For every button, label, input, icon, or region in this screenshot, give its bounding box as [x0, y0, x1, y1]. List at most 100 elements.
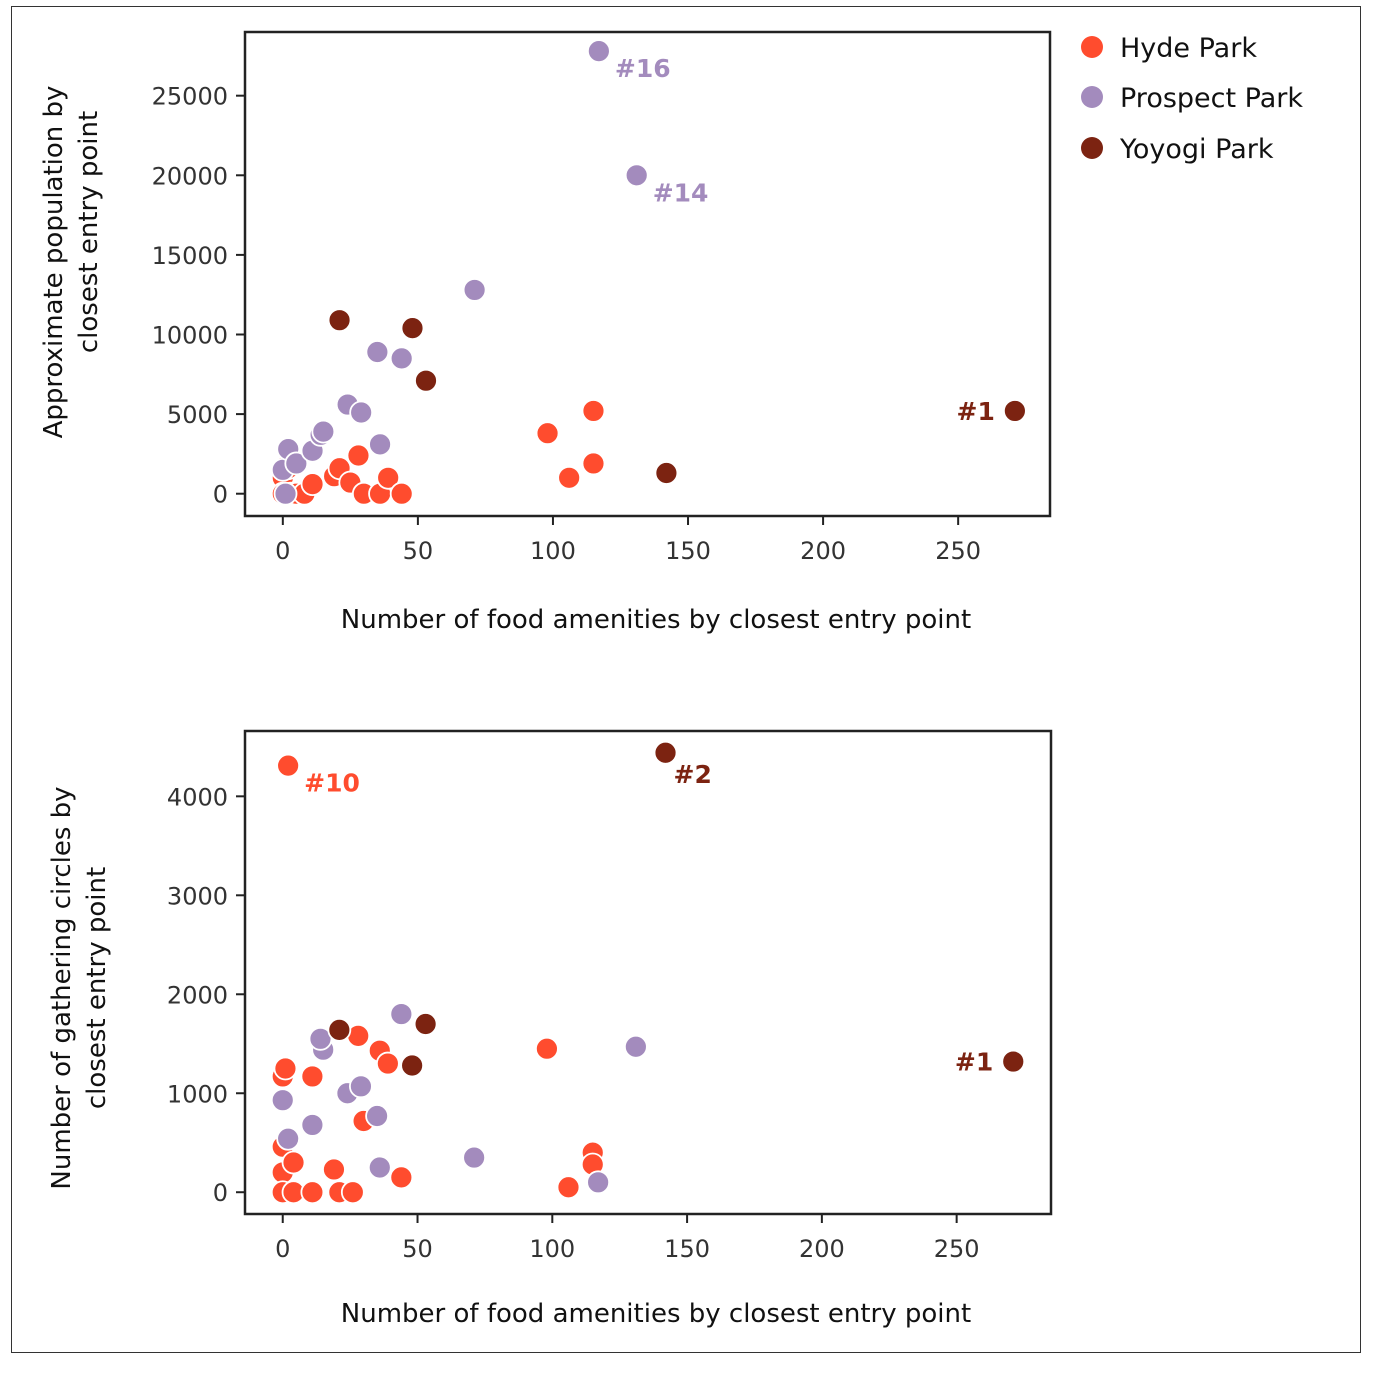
data-point [300, 1064, 325, 1089]
y-tick-label: 2000 [167, 981, 228, 1009]
data-point [581, 399, 606, 423]
data-point [349, 1074, 373, 1099]
data-point [284, 451, 309, 476]
point-annotation: #2 [674, 760, 712, 789]
annotations-gathering: #10 #2 #1 [304, 760, 993, 1077]
data-point [322, 1157, 346, 1182]
point-annotation: #14 [653, 178, 709, 207]
y-tick-label: 5000 [167, 401, 228, 429]
x-tick-label: 250 [935, 537, 981, 565]
tick-group-population: 0 50 100 150 200 250 0 5000 10000 15000 20000 25000 [152, 83, 981, 565]
x-axis-title-population: Number of food amenities by closest entr… [341, 605, 971, 635]
data-point [281, 1150, 306, 1175]
data-point [653, 740, 678, 765]
points-population [270, 39, 1027, 506]
y-tick-label: 25000 [152, 83, 228, 111]
data-point [462, 1145, 487, 1170]
y-tick-label: 0 [213, 481, 228, 509]
point-annotation: #10 [304, 769, 360, 798]
y-tick-label: 15000 [152, 242, 228, 270]
x-tick-label: 100 [529, 1235, 575, 1263]
data-point [624, 163, 649, 188]
data-point [273, 1056, 298, 1081]
x-tick-label: 200 [799, 1235, 845, 1263]
y-axis-title-population-line2: closest entry point [74, 111, 104, 353]
data-point [400, 1053, 425, 1078]
points-gathering [270, 740, 1026, 1205]
data-point [311, 419, 336, 444]
data-point [346, 443, 371, 468]
data-point [557, 465, 582, 490]
data-point [340, 1180, 365, 1205]
data-point [349, 400, 374, 425]
legend-label-yoyogi-park: Yoyogi Park [1119, 134, 1274, 165]
legend-label-prospect-park: Prospect Park [1120, 83, 1303, 114]
data-point [400, 316, 425, 341]
x-tick-label: 50 [403, 537, 434, 565]
y-axis-title-gathering-line2: closest entry point [82, 867, 112, 1109]
x-tick-label: 100 [530, 537, 576, 565]
legend-marker-hyde-park [1081, 36, 1103, 58]
data-point [300, 472, 325, 497]
y-tick-label: 0 [213, 1179, 228, 1207]
x-tick-label: 150 [664, 1235, 710, 1263]
data-point [327, 308, 352, 333]
point-annotation: #1 [955, 1048, 993, 1077]
data-point [581, 451, 606, 476]
plot-area-population [243, 30, 1052, 518]
data-point [273, 481, 298, 506]
data-point [623, 1034, 648, 1059]
data-point [535, 421, 560, 446]
legend-label-hyde-park: Hyde Park [1120, 33, 1257, 64]
annotations-population: #16 #14 #1 [615, 54, 995, 426]
figure-frame [11, 6, 1361, 1353]
x-tick-label: 150 [665, 537, 711, 565]
data-point [367, 1155, 392, 1180]
x-axis-title-gathering: Number of food amenities by closest entr… [341, 1299, 971, 1329]
y-tick-label: 4000 [167, 783, 228, 811]
legend-item-hyde-park: Hyde Park [1081, 33, 1257, 64]
y-tick-label: 1000 [167, 1080, 228, 1108]
data-point [556, 1175, 581, 1200]
legend-marker-prospect-park [1081, 86, 1103, 108]
x-tick-label: 0 [275, 1235, 290, 1263]
data-point [365, 340, 390, 364]
y-tick-label: 10000 [152, 322, 228, 350]
data-point [586, 1170, 611, 1195]
legend-item-yoyogi-park: Yoyogi Park [1081, 134, 1274, 165]
data-point [375, 1051, 400, 1076]
legend: Hyde Park Prospect Park Yoyogi Park [1081, 33, 1303, 165]
x-tick-label: 250 [934, 1235, 980, 1263]
legend-item-prospect-park: Prospect Park [1081, 83, 1303, 114]
point-annotation: #1 [957, 397, 995, 426]
x-tick-label: 200 [800, 537, 846, 565]
y-axis-title-gathering-line1: Number of gathering circles by [47, 786, 77, 1189]
data-point [586, 39, 611, 64]
data-point [413, 1012, 438, 1036]
y-tick-label: 3000 [167, 882, 228, 910]
data-point [300, 1113, 325, 1137]
data-point [535, 1036, 559, 1061]
data-point [376, 465, 401, 490]
data-point [368, 432, 392, 457]
point-annotation: #16 [615, 54, 671, 83]
data-point [389, 481, 414, 506]
x-tick-label: 0 [275, 537, 290, 565]
x-tick-label: 50 [402, 1235, 433, 1263]
data-point [654, 461, 679, 485]
data-point [1002, 399, 1027, 423]
tick-group-gathering: 0 50 100 150 200 250 0 1000 2000 3000 4000 [167, 783, 980, 1263]
data-point [1001, 1049, 1026, 1074]
data-point [389, 346, 414, 371]
data-point [389, 1002, 414, 1026]
plot-area-gathering [243, 729, 1053, 1216]
data-point [276, 1126, 301, 1151]
data-point [276, 753, 301, 778]
data-point [300, 1180, 325, 1205]
data-point [270, 1088, 295, 1113]
y-axis-title-population-line1: Approximate population by [39, 86, 69, 439]
data-point [462, 278, 487, 302]
data-point [327, 1018, 352, 1042]
